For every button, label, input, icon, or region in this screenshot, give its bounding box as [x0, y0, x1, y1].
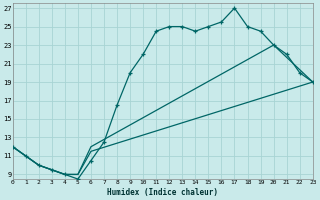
X-axis label: Humidex (Indice chaleur): Humidex (Indice chaleur) — [107, 188, 218, 197]
